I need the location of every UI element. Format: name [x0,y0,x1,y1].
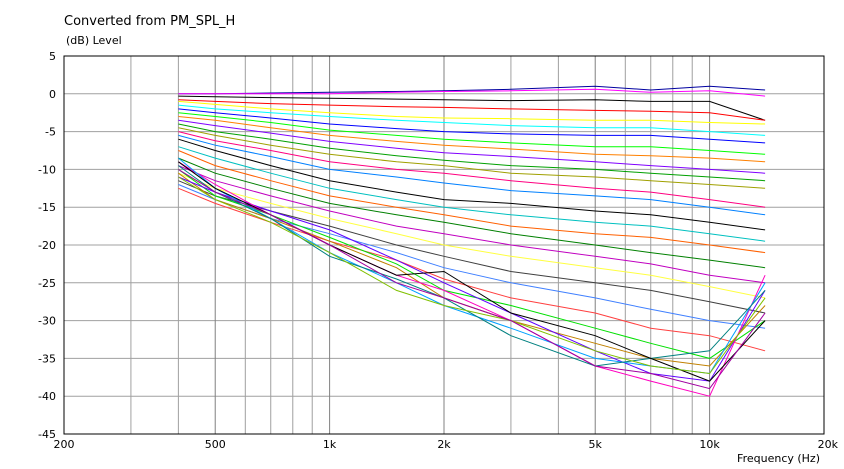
series-line-10 [178,123,766,182]
x-tick-label: 200 [54,438,75,451]
y-tick-label: 5 [49,50,56,63]
series-line-16 [178,150,766,254]
plot-frame [63,55,825,435]
y-tick-label: -10 [38,163,56,176]
series-line-31 [178,168,766,390]
series-line-15 [178,146,766,242]
series-line-14 [178,138,766,231]
x-tick-label: 2k [437,438,451,451]
y-tick-label: 0 [49,88,56,101]
x-tick-label: 10k [699,438,720,451]
series-line-6 [178,108,766,144]
x-tick-label: 1k [323,438,337,451]
chart-title: Converted from PM_SPL_H [64,14,235,29]
series-line-3 [178,99,766,121]
series-line-13 [178,134,766,216]
y-tick-labels: 5 0 -5 -10 -15 -20 -25 -30 -35 -40 -45 [38,50,56,441]
series-line-23 [178,168,766,359]
y-tick-label: -30 [38,315,56,328]
y-tick-label: -15 [38,201,56,214]
y-tick-label: -40 [38,390,56,403]
series-lines [178,85,766,397]
series-line-9 [178,119,766,174]
series-line-2 [178,95,766,121]
x-tick-labels: 200 500 1k 2k 5k 10k 20k [54,438,839,451]
series-line-18 [178,165,766,284]
series-line-12 [178,131,766,208]
series-line-11 [178,127,766,189]
series-line-0 [178,85,766,95]
series-line-30 [178,176,766,375]
series-line-26 [178,161,766,397]
x-axis-label: Frequency (Hz) [737,452,820,465]
y-tick-label: -20 [38,239,56,252]
series-line-27 [178,157,766,375]
y-tick-label: -45 [38,428,56,441]
series-line-17 [178,157,766,269]
series-line-1 [178,88,766,97]
x-tick-label: 5k [589,438,603,451]
series-line-20 [178,180,766,314]
y-tick-label: -5 [45,126,56,139]
series-line-29 [178,161,766,382]
series-line-5 [178,104,766,136]
y-axis-label: (dB) Level [66,34,122,47]
series-line-8 [178,116,766,163]
x-tick-label: 20k [818,438,839,451]
series-line-7 [178,112,766,155]
x-tick-label: 500 [205,438,226,451]
y-tick-label: -25 [38,277,56,290]
series-line-4 [178,100,766,125]
y-tick-label: -35 [38,352,56,365]
series-line-22 [178,187,766,352]
series-line-19 [178,172,766,299]
